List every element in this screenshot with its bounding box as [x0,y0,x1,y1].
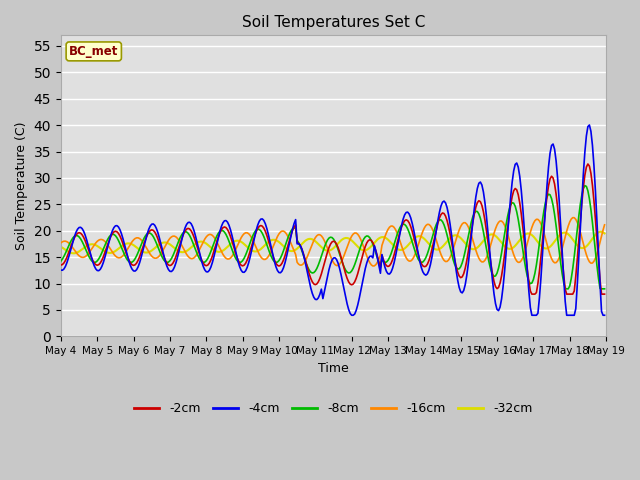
X-axis label: Time: Time [318,361,349,375]
Text: BC_met: BC_met [69,45,118,58]
Title: Soil Temperatures Set C: Soil Temperatures Set C [242,15,425,30]
Y-axis label: Soil Temperature (C): Soil Temperature (C) [15,121,28,250]
Legend: -2cm, -4cm, -8cm, -16cm, -32cm: -2cm, -4cm, -8cm, -16cm, -32cm [129,397,538,420]
